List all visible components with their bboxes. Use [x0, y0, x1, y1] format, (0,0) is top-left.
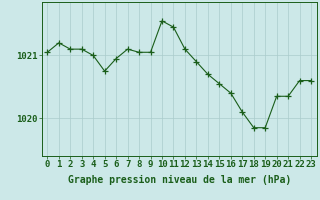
X-axis label: Graphe pression niveau de la mer (hPa): Graphe pression niveau de la mer (hPa) — [68, 175, 291, 185]
